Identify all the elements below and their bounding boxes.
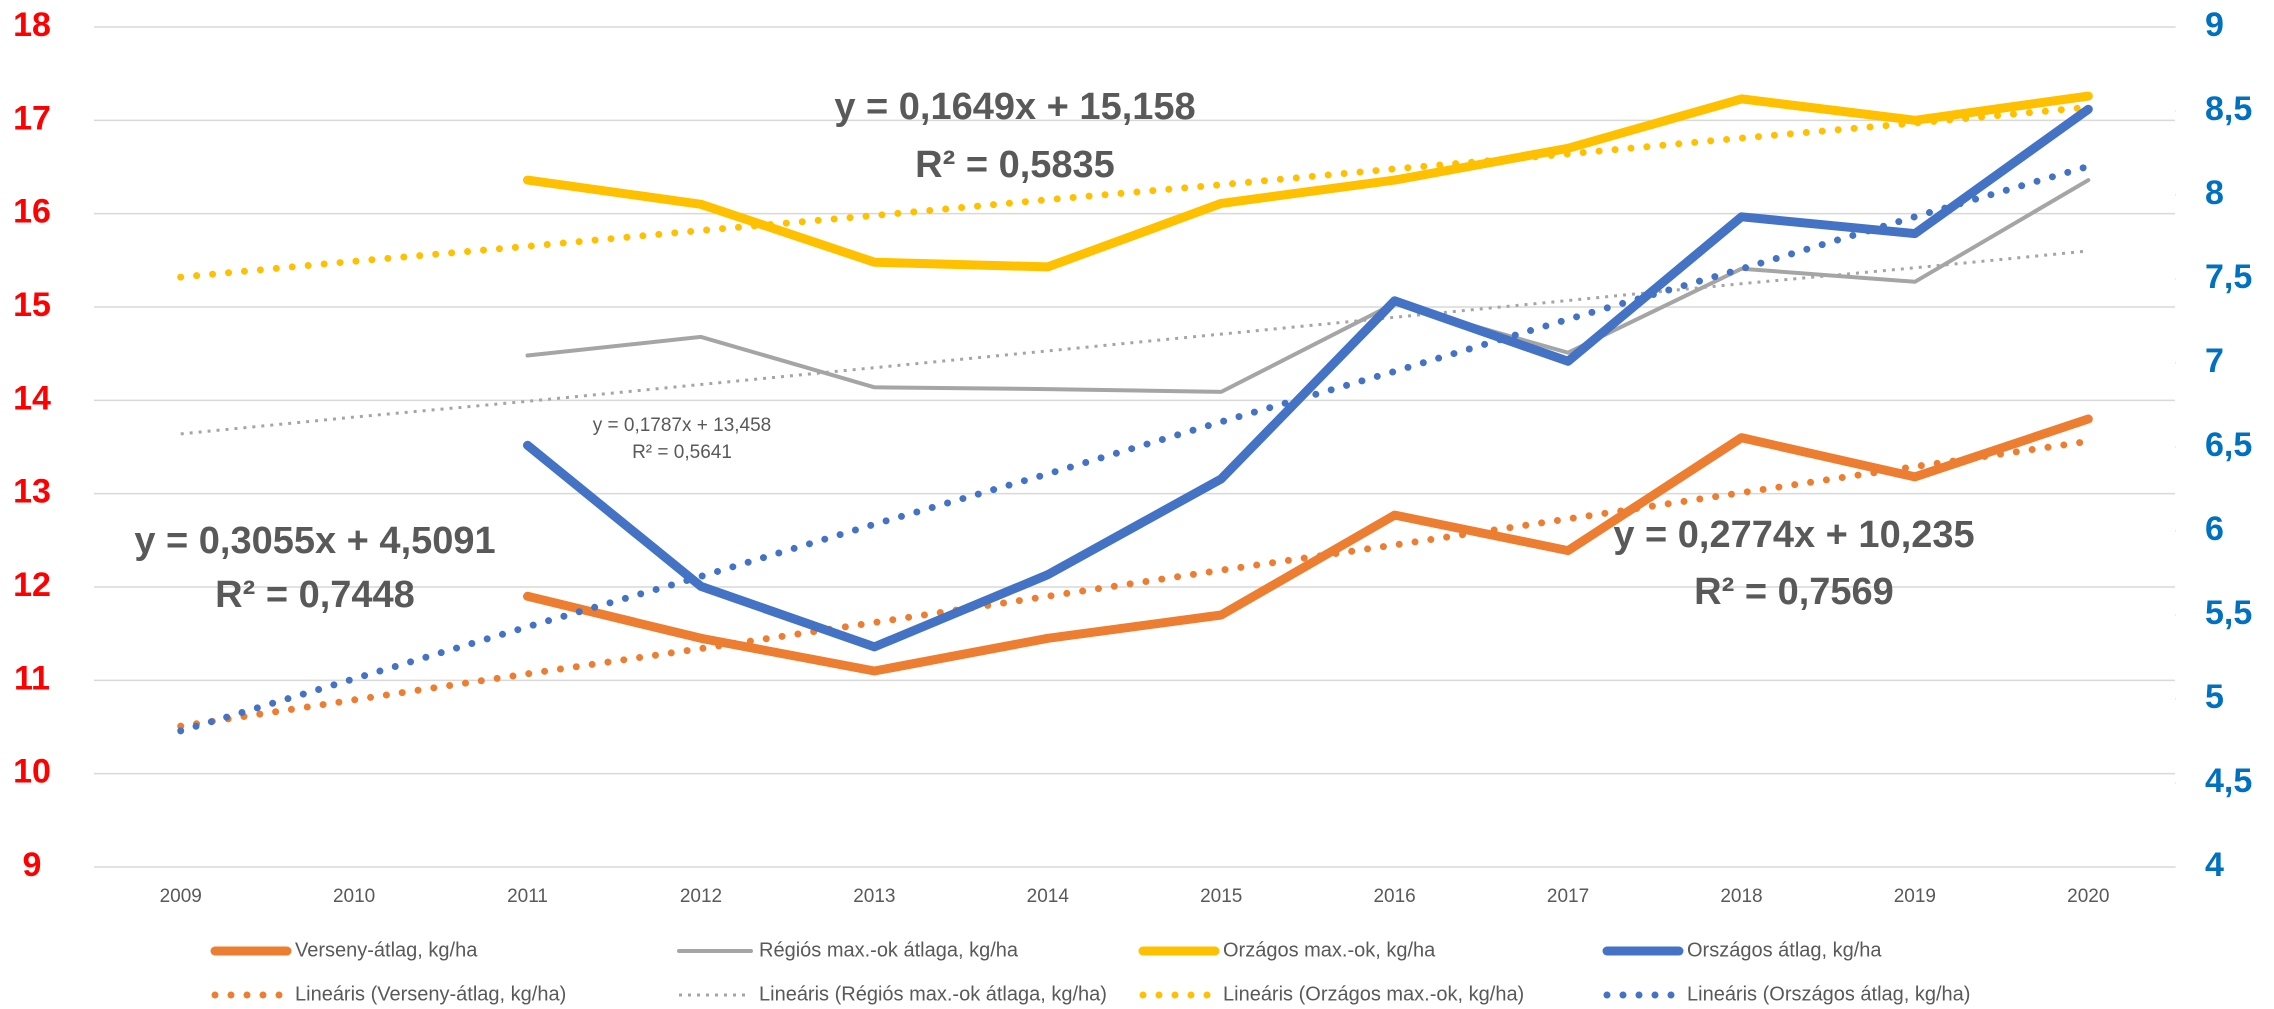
legend-label: Lineáris (Régiós max.-ok átlaga, kg/ha) bbox=[759, 983, 1107, 1005]
legend-label: Orzágos max.-ok, kg/ha bbox=[1223, 939, 1436, 961]
x-tick-label: 2015 bbox=[1200, 886, 1242, 907]
y-tick-label: 16 bbox=[13, 193, 51, 231]
legend-label: Lineáris (Verseny-átlag, kg/ha) bbox=[295, 983, 566, 1005]
legend-label: Országos átlag, kg/ha bbox=[1687, 939, 1882, 961]
x-tick-label: 2019 bbox=[1894, 886, 1936, 907]
series-line bbox=[177, 103, 2092, 281]
annotation: R² = 0,5835 bbox=[915, 144, 1115, 186]
series-line bbox=[177, 162, 2092, 735]
y2-tick-label: 6,5 bbox=[2205, 426, 2252, 464]
series-line bbox=[177, 437, 2092, 730]
x-tick-label: 2011 bbox=[507, 886, 548, 907]
annotation: R² = 0,5641 bbox=[632, 442, 732, 463]
y2-tick-label: 8,5 bbox=[2205, 90, 2252, 128]
series-line bbox=[523, 91, 2093, 272]
series-line bbox=[525, 178, 2091, 394]
x-tick-label: 2009 bbox=[160, 886, 202, 907]
y-tick-label: 18 bbox=[13, 6, 51, 44]
x-tick-label: 2010 bbox=[333, 886, 375, 907]
annotation: y = 0,2774x + 10,235 bbox=[1613, 514, 1974, 556]
annotation: y = 0,3055x + 4,5091 bbox=[134, 520, 495, 562]
legend-label: Lineáris (Országos átlag, kg/ha) bbox=[1687, 983, 1970, 1005]
y-tick-label: 9 bbox=[23, 846, 42, 884]
x-tick-label: 2017 bbox=[1547, 886, 1589, 907]
y-tick-label: 11 bbox=[14, 659, 50, 697]
x-tick-label: 2020 bbox=[2067, 886, 2109, 907]
y-tick-label: 12 bbox=[13, 566, 51, 604]
x-tick-label: 2018 bbox=[1720, 886, 1762, 907]
y2-tick-label: 5 bbox=[2205, 678, 2224, 716]
legend-label: Lineáris (Orzágos max.-ok, kg/ha) bbox=[1223, 983, 1524, 1005]
y-tick-label: 10 bbox=[13, 753, 51, 791]
x-tick-label: 2012 bbox=[680, 886, 722, 907]
annotation: R² = 0,7569 bbox=[1694, 571, 1894, 613]
y2-tick-label: 7,5 bbox=[2205, 258, 2252, 296]
y2-tick-label: 8 bbox=[2205, 174, 2224, 212]
x-tick-label: 2016 bbox=[1373, 886, 1415, 907]
series-line bbox=[180, 249, 2089, 436]
legend-label: Régiós max.-ok átlaga, kg/ha bbox=[759, 939, 1019, 961]
y2-tick-label: 4 bbox=[2205, 846, 2224, 884]
y-tick-label: 13 bbox=[13, 473, 51, 511]
series-line bbox=[523, 104, 2093, 652]
y2-tick-label: 7 bbox=[2205, 342, 2224, 380]
series-line bbox=[523, 414, 2093, 676]
y2-tick-label: 9 bbox=[2205, 6, 2224, 44]
x-tick-label: 2013 bbox=[853, 886, 895, 907]
annotation: R² = 0,7448 bbox=[215, 574, 415, 616]
x-tick-label: 2014 bbox=[1027, 886, 1070, 907]
y2-tick-label: 5,5 bbox=[2205, 594, 2252, 632]
y2-tick-label: 4,5 bbox=[2205, 762, 2252, 800]
y-tick-label: 15 bbox=[13, 286, 51, 324]
y2-tick-label: 6 bbox=[2205, 510, 2224, 548]
y-tick-label: 17 bbox=[13, 99, 51, 137]
annotation: y = 0,1787x + 13,458 bbox=[593, 415, 772, 436]
annotation: y = 0,1649x + 15,158 bbox=[834, 86, 1195, 128]
legend-label: Verseny-átlag, kg/ha bbox=[295, 939, 478, 961]
y-tick-label: 14 bbox=[13, 379, 51, 417]
